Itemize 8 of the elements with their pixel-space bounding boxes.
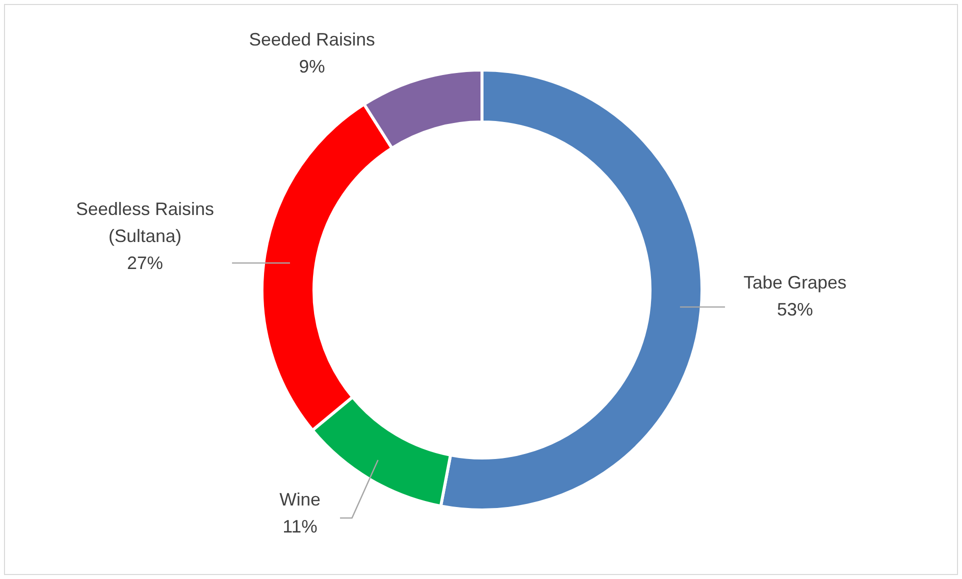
slice-label: Seeded Raisins bbox=[248, 29, 376, 50]
data-label: 53% bbox=[776, 299, 814, 320]
data-label: 27% bbox=[126, 252, 164, 273]
data-label: 11% bbox=[282, 516, 318, 536]
slice-label: Wine bbox=[279, 489, 321, 510]
data-label: 9% bbox=[298, 56, 326, 76]
slice-label: Tabe Grapes bbox=[743, 272, 847, 292]
slice-label: Seedless Raisins (Sultana) bbox=[76, 198, 214, 246]
